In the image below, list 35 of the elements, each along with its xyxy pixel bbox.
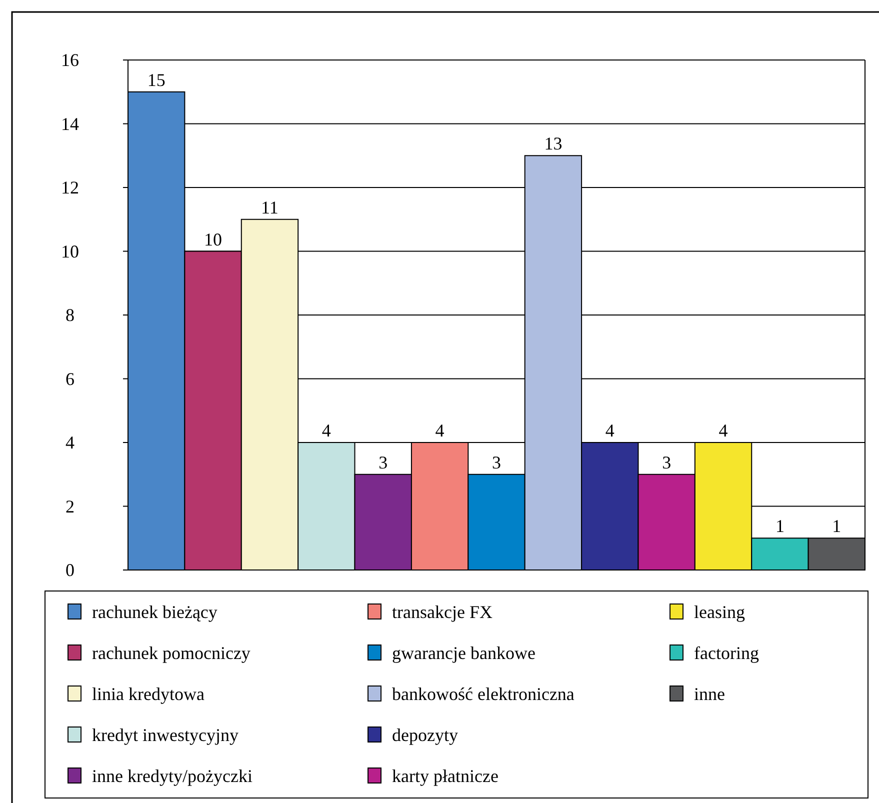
data-label: 4	[435, 420, 444, 440]
y-tick-label: 10	[61, 241, 79, 262]
y-tick-label: 8	[66, 305, 74, 325]
legend-label: transakcje FX	[392, 602, 492, 622]
data-label: 1	[832, 516, 842, 536]
y-tick-label: 14	[61, 114, 79, 134]
y-tick-label: 4	[66, 432, 74, 452]
data-label: 15	[147, 70, 166, 90]
y-tick-label: 16	[61, 50, 79, 70]
data-label: 4	[605, 420, 614, 440]
data-label: 13	[544, 134, 562, 154]
y-tick-label: 2	[66, 496, 74, 516]
y-tick-label: 12	[61, 178, 79, 198]
legend-label: factoring	[694, 643, 759, 663]
legend-label: rachunek bieżący	[92, 602, 218, 622]
legend-label: bankowość elektroniczna	[392, 684, 574, 704]
legend-label: depozyty	[392, 725, 458, 745]
legend-label: karty płatnicze	[392, 766, 498, 786]
legend-label: leasing	[694, 602, 745, 622]
data-label: 3	[662, 452, 672, 472]
legend-label: rachunek pomocniczy	[92, 643, 250, 663]
data-label: 11	[261, 197, 278, 218]
legend-label: inne	[694, 684, 725, 704]
legend-label: inne kredyty/pożyczki	[92, 766, 252, 786]
y-tick-label: 0	[66, 560, 74, 580]
data-label: 10	[204, 229, 222, 250]
y-tick-label: 6	[66, 368, 74, 389]
data-label: 1	[775, 516, 784, 536]
data-label: 4	[718, 420, 728, 440]
legend-label: linia kredytowa	[92, 684, 204, 704]
data-label: 3	[378, 452, 388, 472]
data-label: 3	[492, 452, 501, 472]
legend-label: kredyt inwestycyjny	[92, 725, 238, 745]
data-label: 4	[322, 420, 331, 440]
legend-label: gwarancje bankowe	[392, 643, 536, 663]
